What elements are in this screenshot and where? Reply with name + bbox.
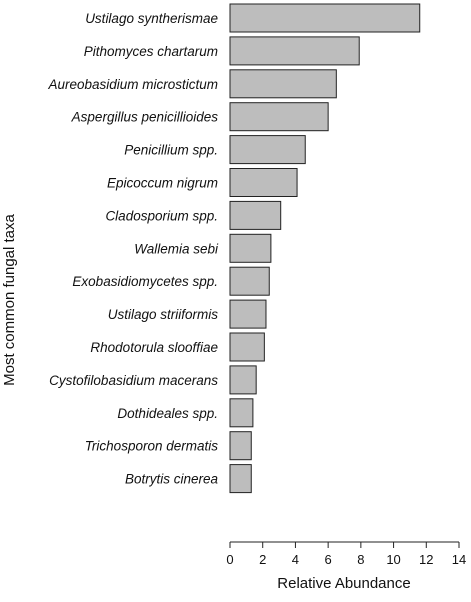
category-label: Cystofilobasidium macerans (49, 373, 218, 388)
bar (229, 365, 257, 395)
x-tick-label: 10 (386, 552, 400, 567)
category-label: Ustilago striiformis (108, 307, 219, 322)
x-tick-label: 8 (357, 552, 364, 567)
x-tick-label: 14 (452, 552, 466, 567)
bar (229, 168, 298, 197)
category-label: Botrytis cinerea (125, 472, 219, 487)
category-label: Rhodotorula slooffiae (90, 340, 218, 355)
bar (229, 299, 267, 329)
bar (229, 36, 360, 66)
bars-group (229, 3, 421, 494)
x-axis: 0 2 4 6 8 10 12 14 (226, 541, 466, 567)
category-label: Aspergillus penicillioides (71, 110, 219, 125)
y-axis-title: Most common fungal taxa (1, 213, 18, 385)
bar (229, 464, 252, 494)
category-label: Epicoccum nigrum (107, 176, 218, 191)
category-label: Penicillium spp. (124, 143, 218, 158)
bar (229, 266, 270, 296)
category-label: Dothideales spp. (117, 406, 218, 421)
x-tick-label: 4 (292, 552, 299, 567)
x-axis-title: Relative Abundance (277, 575, 410, 592)
x-tick-label: 6 (325, 552, 332, 567)
bar (229, 332, 265, 362)
category-label: Trichosporon dermatis (85, 439, 219, 454)
x-tick-label: 2 (259, 552, 266, 567)
bar (229, 69, 337, 99)
category-labels: Ustilago syntherismae Pithomyces chartaru… (47, 11, 219, 487)
bar (229, 102, 329, 132)
bar (229, 398, 254, 428)
bar (229, 431, 252, 461)
bar (229, 200, 282, 230)
x-tick-label: 0 (226, 552, 233, 567)
category-label: Aureobasidium microstictum (47, 77, 218, 92)
bar (229, 233, 272, 263)
bar (229, 135, 306, 165)
category-label: Exobasidiomycetes spp. (72, 274, 218, 289)
category-label: Wallemia sebi (134, 241, 219, 256)
category-label: Ustilago syntherismae (85, 11, 218, 26)
category-label: Cladosporium spp. (105, 208, 218, 223)
bar (229, 3, 421, 33)
x-tick-label: 12 (419, 552, 433, 567)
category-label: Pithomyces chartarum (84, 44, 218, 59)
